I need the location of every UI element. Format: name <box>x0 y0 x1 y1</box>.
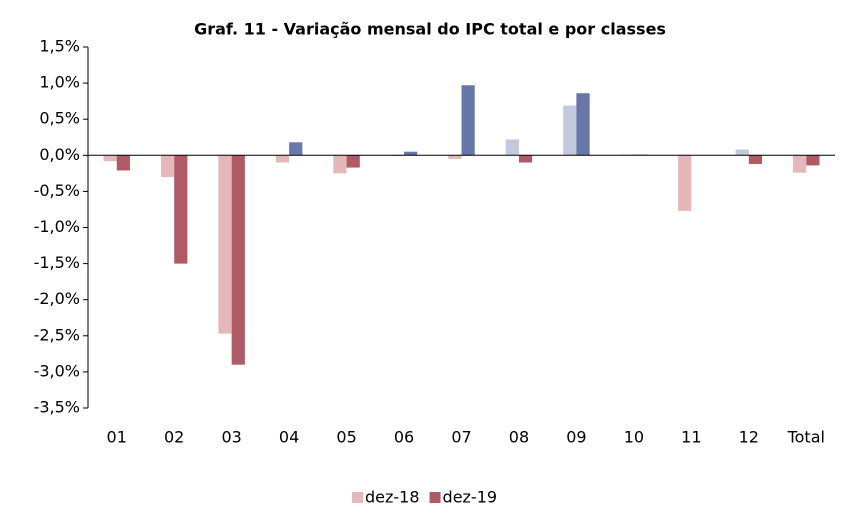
x-tick-label: 08 <box>509 428 529 447</box>
x-tick-label: 01 <box>107 428 127 447</box>
x-tick-label: 04 <box>279 428 299 447</box>
bar <box>160 155 175 177</box>
x-tick-label: Total <box>787 428 825 447</box>
y-tick-label: 1,0% <box>39 73 80 92</box>
y-tick-label: 0,5% <box>39 109 80 128</box>
bar <box>748 155 763 164</box>
y-tick-label: -3,0% <box>34 361 80 380</box>
y-tick-label: -3,5% <box>34 398 80 417</box>
y-tick-label: -1,5% <box>34 253 80 272</box>
bar <box>678 155 692 211</box>
bar <box>103 155 117 162</box>
x-tick-label: 03 <box>221 428 241 447</box>
bar <box>116 155 130 171</box>
bar <box>576 93 590 156</box>
chart-title: Graf. 11 - Variação mensal do IPC total … <box>194 20 666 39</box>
legend-label: dez-19 <box>443 488 498 507</box>
x-tick-label: 07 <box>451 428 471 447</box>
y-tick-label: -0,5% <box>34 181 80 200</box>
x-tick-label: 09 <box>566 428 586 447</box>
bar <box>231 155 245 365</box>
bar <box>793 155 807 173</box>
bar <box>518 155 533 163</box>
y-tick-label: 1,5% <box>39 37 80 56</box>
bar <box>218 155 232 334</box>
x-tick-label: 06 <box>394 428 414 447</box>
legend-swatch <box>429 492 441 503</box>
legend-label: dez-18 <box>365 488 420 507</box>
bar <box>806 155 820 166</box>
y-tick-label: -1,0% <box>34 217 80 236</box>
legend-swatch <box>352 492 363 503</box>
bar <box>333 155 347 174</box>
bar <box>563 105 577 156</box>
bar <box>448 155 462 159</box>
bar <box>346 155 360 168</box>
bar <box>275 155 290 163</box>
y-tick-label: -2,0% <box>34 289 80 308</box>
x-tick-label: 10 <box>624 428 644 447</box>
x-tick-label: 12 <box>739 428 759 447</box>
bar <box>461 85 475 156</box>
x-tick-label: 11 <box>681 428 701 447</box>
bar <box>289 142 303 156</box>
x-tick-label: 05 <box>336 428 356 447</box>
bar <box>174 155 188 264</box>
bar <box>505 139 519 156</box>
y-tick-label: 0,0% <box>39 145 80 164</box>
y-tick-label: -2,5% <box>34 325 80 344</box>
bar <box>404 151 418 156</box>
bar <box>735 149 749 156</box>
x-tick-label: 02 <box>164 428 184 447</box>
